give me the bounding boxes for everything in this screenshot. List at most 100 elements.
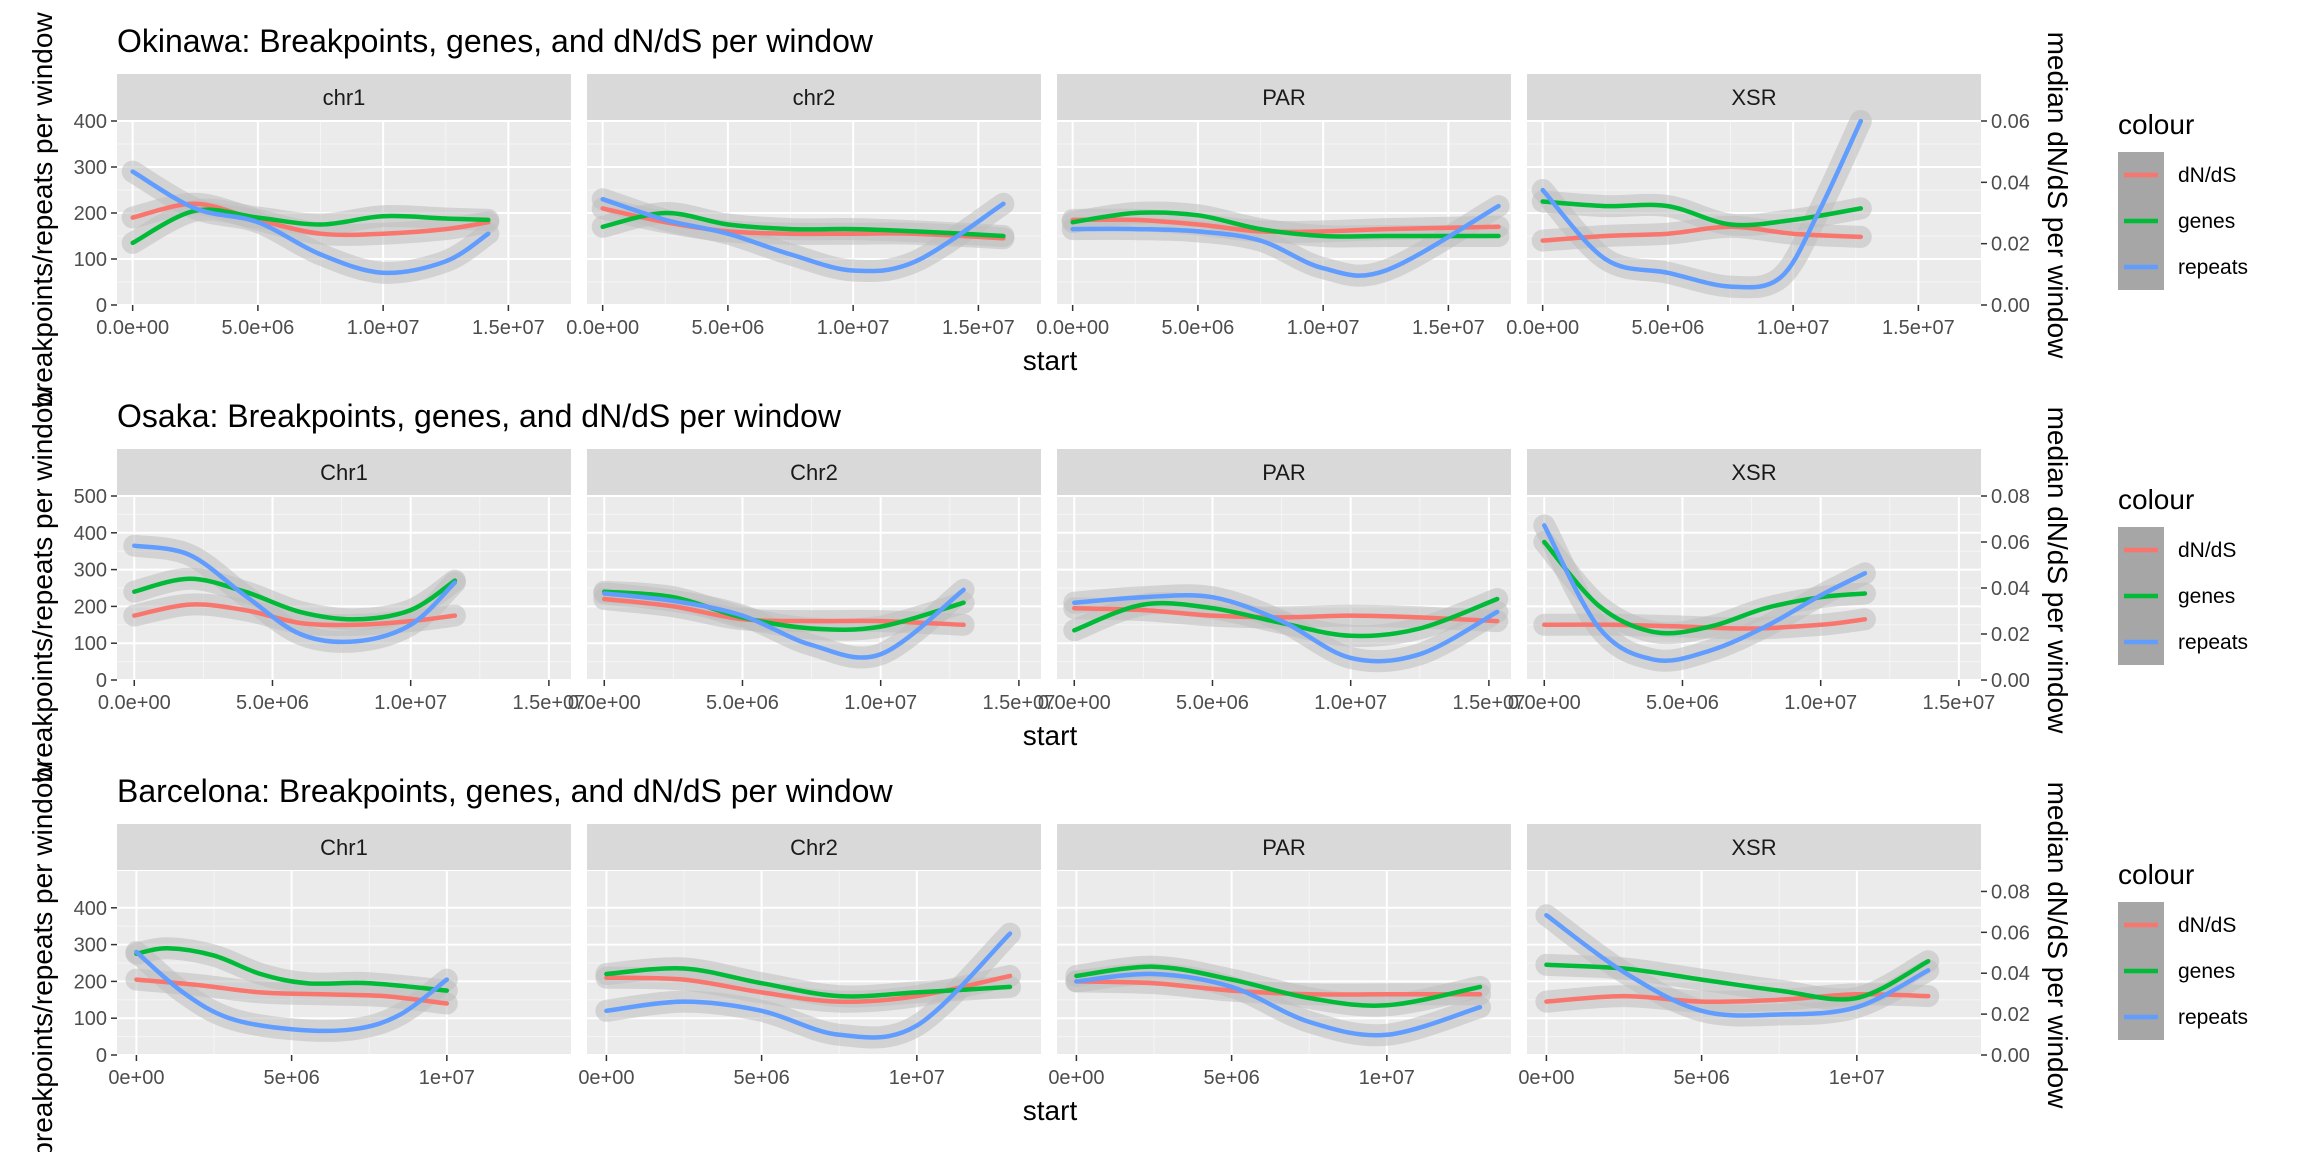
x-tick-label: 1e+07 xyxy=(889,1067,945,1089)
x-tick-label: 1e+07 xyxy=(419,1067,475,1089)
facet-strip xyxy=(1527,824,1981,870)
y2-tick-label: 0.00 xyxy=(1991,295,2030,317)
facet-strip xyxy=(587,824,1041,870)
y2-tick-label: 0.08 xyxy=(1991,881,2030,903)
y-axis-title-left-osaka: breakpoints/repeats per window xyxy=(27,387,58,783)
series-line-repeats xyxy=(132,543,458,645)
facet-strip-label: chr1 xyxy=(323,85,366,110)
x-axis-title-barcelona: start xyxy=(1023,1095,1078,1126)
y2-tick-label: 0.00 xyxy=(1991,670,2030,692)
facet-strip xyxy=(1527,449,1981,495)
x-axis-title-okinawa: start xyxy=(1023,345,1078,376)
y-tick-label: 0 xyxy=(96,1045,107,1067)
y-axis-title-left-barcelona: breakpoints/repeats per window xyxy=(27,762,58,1152)
series-line-genes xyxy=(604,966,1013,999)
y-tick-label: 200 xyxy=(74,596,107,618)
y-tick-label: 200 xyxy=(74,203,107,225)
facet-panel-xsr: XSR 0.0e+00 5.0e+06 1.0e+07 1.5e+07 xyxy=(1508,449,1995,714)
series-line-dnds xyxy=(132,602,458,628)
x-tick-label: 1e+07 xyxy=(1359,1067,1415,1089)
facet-strip-label: PAR xyxy=(1262,85,1306,110)
series-line-repeats xyxy=(604,931,1013,1040)
y-tick-label: 500 xyxy=(74,486,107,508)
legend: colour dN/dS genes repeats xyxy=(2118,109,2248,290)
x-tick-label: 5.0e+06 xyxy=(706,692,779,714)
series-line-dnds xyxy=(130,201,491,238)
x-tick-label: 1.0e+07 xyxy=(374,692,447,714)
series-line-genes xyxy=(1074,964,1483,1008)
x-tick-label: 1.5e+07 xyxy=(1922,692,1995,714)
chart-root: 0 100 200 300 400 0.00 0.02 0.04 0.06 chr1 0.0e+00… xyxy=(74,74,2248,1089)
x-tick-label: 1.5e+07 xyxy=(1882,317,1955,339)
facet-panel-par: PAR 0.0e+00 5.0e+06 1.0e+07 1.5e+07 xyxy=(1036,74,1511,339)
x-axis-title-osaka: start xyxy=(1023,720,1078,751)
y2-tick-label: 0.06 xyxy=(1991,922,2030,944)
x-tick-label: 0e+00 xyxy=(578,1067,634,1089)
facet-strip-label: Chr2 xyxy=(790,460,838,485)
facet-panel-chr2: Chr2 0e+00 5e+06 1e+07 xyxy=(578,824,1041,1089)
facet-strip xyxy=(1057,824,1511,870)
x-tick-label: 1.5e+07 xyxy=(982,692,1055,714)
series-line-genes xyxy=(134,946,450,993)
x-tick-label: 5.0e+06 xyxy=(1176,692,1249,714)
series-line-dnds xyxy=(134,977,450,1006)
series-line-repeats xyxy=(1070,203,1501,278)
x-tick-label: 1.0e+07 xyxy=(347,317,420,339)
y-tick-label: 400 xyxy=(74,898,107,920)
y2-tick-label: 0.02 xyxy=(1991,624,2030,646)
legend-label: repeats xyxy=(2178,1006,2248,1029)
facet-strip-label: XSR xyxy=(1731,460,1776,485)
y-tick-label: 300 xyxy=(74,935,107,957)
facet-strip xyxy=(587,449,1041,495)
x-tick-label: 1.0e+07 xyxy=(1314,692,1387,714)
facet-strip xyxy=(1057,449,1511,495)
row-title-osaka: Osaka: Breakpoints, genes, and dN/dS per… xyxy=(117,398,842,434)
series-line-repeats xyxy=(1074,971,1483,1038)
y-tick-label: 400 xyxy=(74,111,107,133)
facet-strip-label: XSR xyxy=(1731,835,1776,860)
x-tick-label: 5.0e+06 xyxy=(1631,317,1704,339)
facet-strip-label: Chr2 xyxy=(790,835,838,860)
x-tick-label: 0.0e+00 xyxy=(1506,317,1579,339)
x-tick-label: 1.0e+07 xyxy=(1784,692,1857,714)
facet-panel-chr2: chr2 0.0e+00 5.0e+06 1.0e+07 1.5e+07 xyxy=(566,74,1041,339)
facet-strip xyxy=(587,74,1041,120)
y-tick-label: 400 xyxy=(74,523,107,545)
y-tick-label: 100 xyxy=(74,249,107,271)
y2-tick-label: 0.00 xyxy=(1991,1045,2030,1067)
series-line-repeats xyxy=(1542,523,1868,663)
x-tick-label: 0.0e+00 xyxy=(1038,692,1111,714)
x-tick-label: 1.5e+07 xyxy=(512,692,585,714)
series-line-dnds xyxy=(1540,224,1864,243)
x-tick-label: 0.0e+00 xyxy=(1036,317,1109,339)
legend-label: genes xyxy=(2178,210,2235,233)
y-tick-label: 0 xyxy=(96,670,107,692)
x-tick-label: 5e+06 xyxy=(734,1067,790,1089)
y2-tick-label: 0.02 xyxy=(1991,234,2030,256)
row-title-okinawa: Okinawa: Breakpoints, genes, and dN/dS p… xyxy=(117,23,874,59)
facet-strip xyxy=(117,824,571,870)
legend-label: genes xyxy=(2178,585,2235,608)
x-tick-label: 1.0e+07 xyxy=(844,692,917,714)
legend-label: genes xyxy=(2178,960,2235,983)
legend-title: colour xyxy=(2118,859,2194,890)
facet-strip-label: PAR xyxy=(1262,460,1306,485)
x-tick-label: 0e+00 xyxy=(108,1067,164,1089)
x-tick-label: 1.5e+07 xyxy=(1452,692,1525,714)
facet-panel-chr1: chr1 0.0e+00 5.0e+06 1.0e+07 1.5e+07 xyxy=(96,74,571,339)
x-tick-label: 5.0e+06 xyxy=(236,692,309,714)
x-tick-label: 0e+00 xyxy=(1518,1067,1574,1089)
facet-panel-chr1: Chr1 0e+00 5e+06 1e+07 xyxy=(108,824,571,1089)
facet-strip xyxy=(117,449,571,495)
facet-strip xyxy=(1057,74,1511,120)
y-axis-title-right-okinawa: median dN/dS per window xyxy=(2042,32,2073,360)
y2-tick-label: 0.06 xyxy=(1991,532,2030,554)
x-tick-label: 1.0e+07 xyxy=(1287,317,1360,339)
series-line-repeats xyxy=(134,949,450,1034)
series-line-dnds xyxy=(1074,979,1483,997)
legend-label: repeats xyxy=(2178,256,2248,279)
x-tick-label: 0.0e+00 xyxy=(96,317,169,339)
facet-strip-label: XSR xyxy=(1731,85,1776,110)
x-tick-label: 5e+06 xyxy=(264,1067,320,1089)
